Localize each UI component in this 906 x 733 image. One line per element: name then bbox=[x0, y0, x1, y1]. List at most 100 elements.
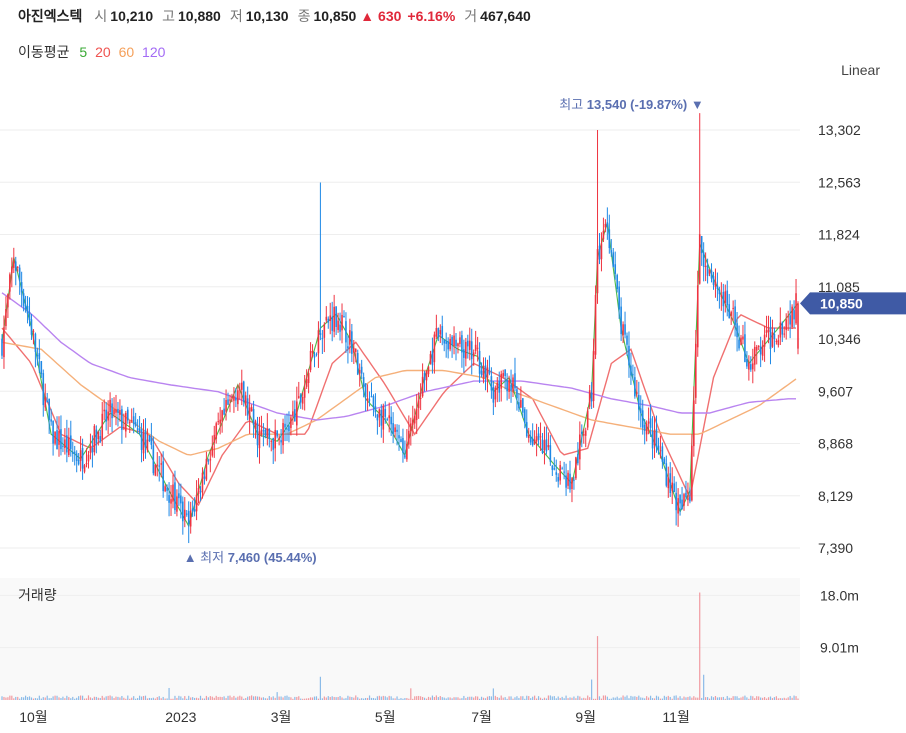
candle-body bbox=[125, 412, 127, 432]
volume-bar bbox=[329, 696, 331, 700]
candle-body bbox=[639, 408, 642, 414]
volume-bar bbox=[418, 695, 420, 700]
volume-bar bbox=[221, 697, 223, 700]
candle-body bbox=[529, 436, 532, 443]
volume-bar bbox=[787, 697, 789, 700]
candle-body bbox=[496, 382, 499, 390]
candle-body bbox=[299, 394, 302, 403]
candle-body bbox=[284, 423, 286, 428]
volume-bar bbox=[365, 697, 367, 700]
candle-body bbox=[785, 319, 788, 330]
volume-bar bbox=[712, 697, 715, 700]
candle-body bbox=[315, 353, 318, 355]
volume-bar bbox=[195, 697, 198, 700]
candle-body bbox=[14, 261, 17, 271]
volume-bar bbox=[127, 695, 129, 700]
scale-mode-toggle[interactable]: Linear bbox=[841, 62, 880, 78]
volume-bar bbox=[496, 697, 498, 700]
candle-body bbox=[685, 492, 687, 498]
candle-body bbox=[427, 366, 430, 375]
candle-body bbox=[535, 436, 538, 442]
candle-body bbox=[282, 423, 284, 446]
candle-body bbox=[144, 430, 147, 448]
volume-bar bbox=[274, 697, 276, 700]
candle-body bbox=[514, 373, 516, 389]
candle-body bbox=[655, 428, 658, 448]
candle-body bbox=[18, 267, 21, 281]
candle-body bbox=[12, 260, 15, 268]
volume-bar bbox=[600, 698, 603, 700]
volume-bar bbox=[667, 695, 669, 700]
candle-body bbox=[170, 499, 172, 504]
candle-body bbox=[174, 482, 176, 511]
volume-bar bbox=[673, 695, 675, 700]
volume-bar bbox=[577, 695, 579, 700]
volume-bar bbox=[447, 697, 449, 700]
volume-bar bbox=[437, 697, 439, 700]
volume-bar bbox=[791, 697, 793, 700]
candle-body bbox=[191, 508, 194, 511]
volume-bar bbox=[616, 696, 618, 700]
candle-body bbox=[411, 419, 414, 425]
volume-bar bbox=[608, 698, 610, 700]
low-value: 10,130 bbox=[245, 8, 289, 24]
moving-average-legend[interactable]: 이동평균 5 20 60 120 bbox=[18, 42, 171, 62]
candle-body bbox=[331, 316, 333, 331]
quote-header: 아진엑스텍 시 10,210 고 10,880 저 10,130 종 10,85… bbox=[18, 6, 540, 26]
volume-bar bbox=[685, 697, 687, 700]
candle-body bbox=[543, 440, 546, 451]
candle-body bbox=[659, 450, 662, 452]
ma-label: 이동평균 bbox=[18, 44, 70, 60]
volume-bar bbox=[160, 698, 162, 700]
volume-bar bbox=[144, 695, 147, 700]
volume-bar bbox=[575, 698, 577, 700]
candle-body bbox=[48, 398, 50, 420]
volume-bar bbox=[769, 696, 772, 700]
volume-bar bbox=[172, 698, 174, 700]
volume-bar bbox=[695, 697, 697, 700]
volume-bar bbox=[15, 696, 17, 700]
volume-bar bbox=[632, 696, 634, 700]
volume-bar bbox=[78, 696, 80, 700]
candle-body bbox=[549, 445, 552, 462]
candle-body bbox=[138, 428, 141, 431]
candle-body bbox=[327, 318, 330, 323]
volume-bar bbox=[304, 698, 306, 700]
candle-body bbox=[36, 354, 39, 357]
volume-bar bbox=[551, 696, 553, 700]
candle-body bbox=[172, 484, 174, 502]
candle-body bbox=[183, 509, 186, 520]
candle-body bbox=[62, 445, 64, 447]
candle-body bbox=[374, 406, 377, 413]
volume-bar bbox=[528, 696, 530, 700]
volume-grid bbox=[0, 594, 800, 649]
volume-bar bbox=[374, 698, 377, 700]
volume-bar bbox=[620, 697, 622, 700]
candle-body bbox=[443, 339, 446, 344]
volume-bar bbox=[760, 697, 762, 700]
volume-bar bbox=[530, 698, 532, 700]
volume-bar bbox=[363, 698, 365, 700]
candle-body bbox=[704, 266, 707, 268]
ma5-line bbox=[1, 221, 799, 528]
volume-bar bbox=[133, 696, 135, 700]
candle-body bbox=[307, 373, 310, 384]
volume-bar bbox=[522, 696, 524, 700]
volume-axis: 18.0m 9.01m bbox=[820, 587, 859, 655]
volume-bar bbox=[506, 698, 508, 700]
volume-bar bbox=[215, 695, 217, 700]
volume-bar bbox=[24, 695, 27, 700]
annotations: 10,850 최고 13,540 (-19.87%) ▼ ▲ 최저 7,460 (4… bbox=[184, 97, 906, 565]
volume-bar bbox=[227, 695, 229, 700]
volume-bar bbox=[777, 698, 779, 700]
volume-value: 467,640 bbox=[480, 8, 531, 24]
candle-body bbox=[353, 347, 355, 353]
volume-bar bbox=[520, 696, 522, 700]
candle-body bbox=[506, 379, 508, 392]
volume-bar bbox=[23, 697, 25, 700]
volume-bar bbox=[502, 697, 504, 700]
candle-body bbox=[42, 373, 45, 406]
candle-body bbox=[358, 369, 361, 374]
candle-body bbox=[581, 431, 583, 434]
